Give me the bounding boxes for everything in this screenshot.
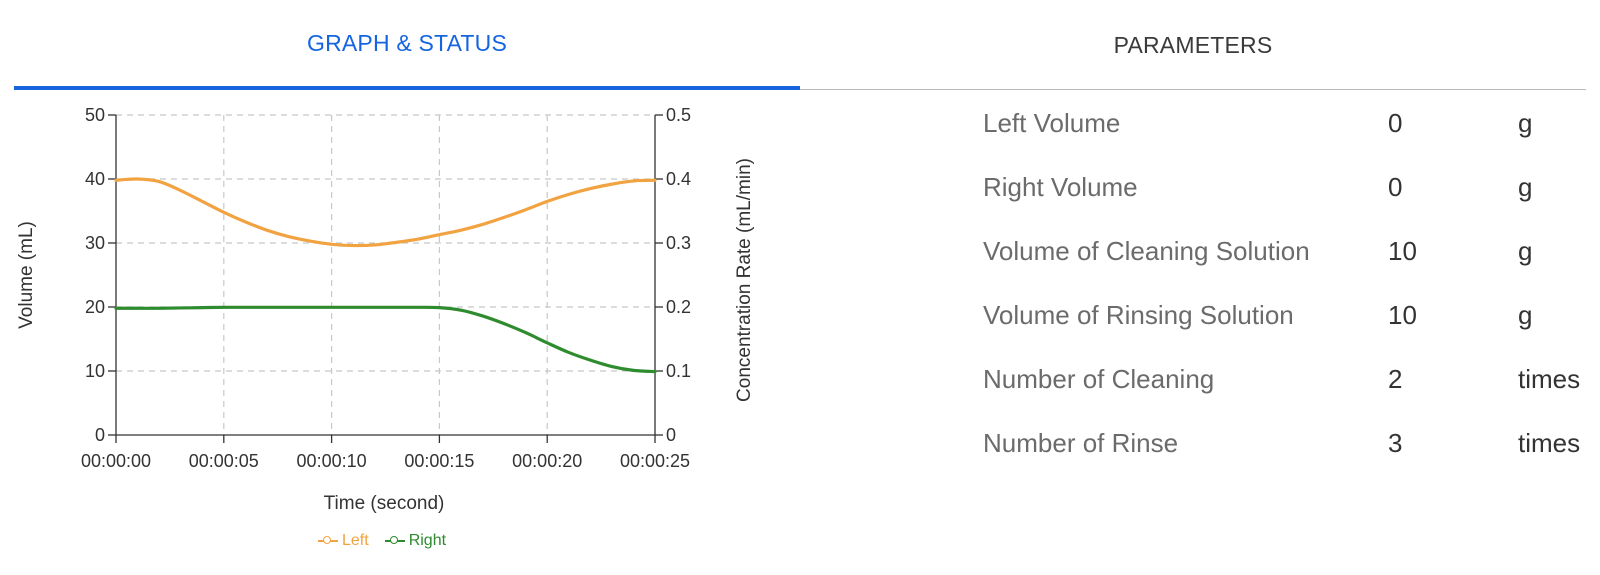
param-label: Volume of Rinsing Solution [983,300,1294,330]
param-label: Volume of Cleaning Solution [983,236,1310,266]
x-tick-label: 00:00:15 [404,451,474,471]
param-unit: times [1518,364,1581,394]
y2-tick-label: 0.5 [666,105,691,125]
x-tick-label: 00:00:00 [81,451,151,471]
param-value: 10 [1388,300,1417,330]
tab-graph-status[interactable]: GRAPH & STATUS [14,0,800,90]
y2-tick-label: 0.1 [666,361,691,381]
y2-tick-label: 0 [666,425,676,445]
param-unit: g [1518,300,1533,330]
param-label: Number of Rinse [983,428,1179,458]
legend-right-marker-icon [384,535,405,547]
x-tick-label: 00:00:25 [620,451,690,471]
chart-panel: 0 0 10 0.1 20 0.2 30 0.3 40 0.4 50 0.5 00:00:00 00:00… [0,96,790,575]
param-label: Right Volume [983,172,1138,202]
y-axis-label: Volume (mL) [16,221,37,329]
volume-chart: 0 0 10 0.1 20 0.2 30 0.3 40 0.4 50 0.5 00:00:00 00:00… [16,105,755,514]
legend-item-right[interactable]: Right [384,532,447,550]
y2-tick-label: 0.3 [666,233,691,253]
y-tick-label: 10 [85,361,105,381]
param-value: 0 [1388,172,1403,202]
y-tick-label: 20 [85,297,105,317]
y-tick-label: 30 [85,233,105,253]
chart-axes [108,114,663,443]
param-row-number-of-cleaning: Number of Cleaning 2 times [983,352,1593,416]
y-tick-label: 50 [85,105,105,125]
param-value: 3 [1388,428,1403,458]
legend-left-label: Left [342,532,369,549]
chart-legend: Left Right [318,532,446,550]
series-line-left [114,177,657,248]
param-row-right-volume: Right Volume 0 g [983,160,1593,224]
chart-grid [116,114,655,435]
param-row-number-of-rinse: Number of Rinse 3 times [983,416,1593,480]
param-value: 10 [1388,236,1417,266]
legend-left-marker-icon [318,535,338,547]
param-unit: g [1518,236,1533,266]
y2-tick-label: 0.2 [666,297,691,317]
param-unit: g [1518,172,1533,202]
param-row-rinsing-solution: Volume of Rinsing Solution 10 g [983,288,1593,352]
param-unit: times [1518,428,1581,458]
param-label: Left Volume [983,108,1121,138]
param-row-left-volume: Left Volume 0 g [983,96,1593,160]
param-row-cleaning-solution: Volume of Cleaning Solution 10 g [983,224,1593,288]
y2-axis-label: Concentration Rate (mL/min) [734,158,755,402]
tab-parameters[interactable]: PARAMETERS [1113,31,1273,58]
chart-tick-labels: 0 0 10 0.1 20 0.2 30 0.3 40 0.4 50 0.5 00:00:00 00:00… [81,105,691,471]
chart-series [114,177,657,374]
tab-bar: GRAPH & STATUS PARAMETERS [14,0,1586,90]
legend-item-left[interactable]: Left [318,532,369,550]
param-unit: g [1518,108,1533,138]
y-tick-label: 0 [95,425,105,445]
parameters-panel: Left Volume 0 g Right Volume 0 g Volume … [983,96,1593,480]
x-axis-label: Time (second) [324,493,445,514]
x-tick-label: 00:00:10 [297,451,367,471]
x-tick-label: 00:00:05 [189,451,259,471]
series-line-right [114,305,657,374]
y2-tick-label: 0.4 [666,169,691,189]
param-value: 0 [1388,108,1403,138]
x-tick-label: 00:00:20 [512,451,582,471]
y-tick-label: 40 [85,169,105,189]
param-value: 2 [1388,364,1403,394]
legend-right-label: Right [408,532,447,549]
param-label: Number of Cleaning [983,364,1215,394]
